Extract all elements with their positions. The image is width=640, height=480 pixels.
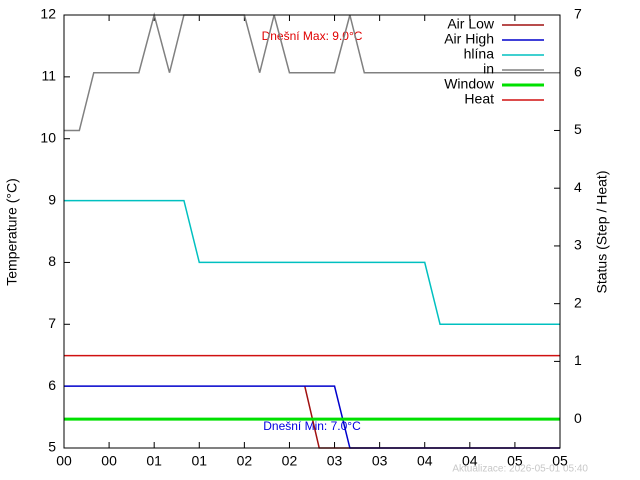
annotation: Dnešní Min: 7.0°C (263, 419, 361, 433)
y2-tick-label: 2 (574, 294, 582, 310)
annotation: Dnešní Max: 9.0°C (262, 29, 363, 43)
x-tick-label: 00 (101, 453, 117, 469)
x-tick-label: 04 (462, 453, 478, 469)
y-tick-label: 7 (48, 315, 56, 331)
plot-border (63, 14, 561, 449)
y-tick-label: 9 (48, 191, 56, 207)
x-tick-label: 02 (237, 453, 253, 469)
y-tick-label: 10 (40, 129, 56, 145)
y-tick-label: 11 (41, 68, 56, 84)
y2-tick-label: 6 (574, 63, 582, 79)
y2-tick-label: 5 (574, 121, 582, 137)
y-axis-label: Temperature (°C) (4, 178, 20, 286)
y2-tick-label: 4 (574, 179, 582, 195)
legend-label: Air High (444, 31, 494, 47)
x-tick-label: 01 (146, 453, 162, 469)
legend-label: Air Low (447, 16, 495, 32)
y2-axis-label: Status (Step / Heat) (594, 171, 610, 294)
series-line (64, 199, 560, 326)
y2-tick-label: 1 (574, 352, 582, 368)
x-tick-label: 03 (327, 453, 343, 469)
y-tick-label: 8 (48, 253, 56, 269)
y-tick-label: 6 (48, 377, 56, 393)
y-tick-label: 12 (40, 6, 56, 22)
x-tick-label: 05 (552, 453, 568, 469)
y2-tick-label: 3 (574, 237, 582, 253)
x-tick-label: 01 (191, 453, 207, 469)
legend-label: Heat (464, 91, 494, 107)
x-tick-label: 03 (372, 453, 388, 469)
y-tick-label: 5 (48, 439, 56, 455)
legend-label: hlína (464, 46, 495, 62)
x-tick-label: 05 (507, 453, 523, 469)
legend-label: Window (444, 76, 495, 92)
footer: Aktualizace: 2026-05-01 05:40 (452, 464, 588, 475)
y2-tick-label: 0 (574, 410, 582, 426)
y2-tick-label: 7 (574, 6, 582, 22)
x-tick-label: 04 (417, 453, 433, 469)
x-tick-label: 02 (282, 453, 298, 469)
legend-label: in (483, 61, 494, 77)
x-tick-label: 00 (56, 453, 72, 469)
